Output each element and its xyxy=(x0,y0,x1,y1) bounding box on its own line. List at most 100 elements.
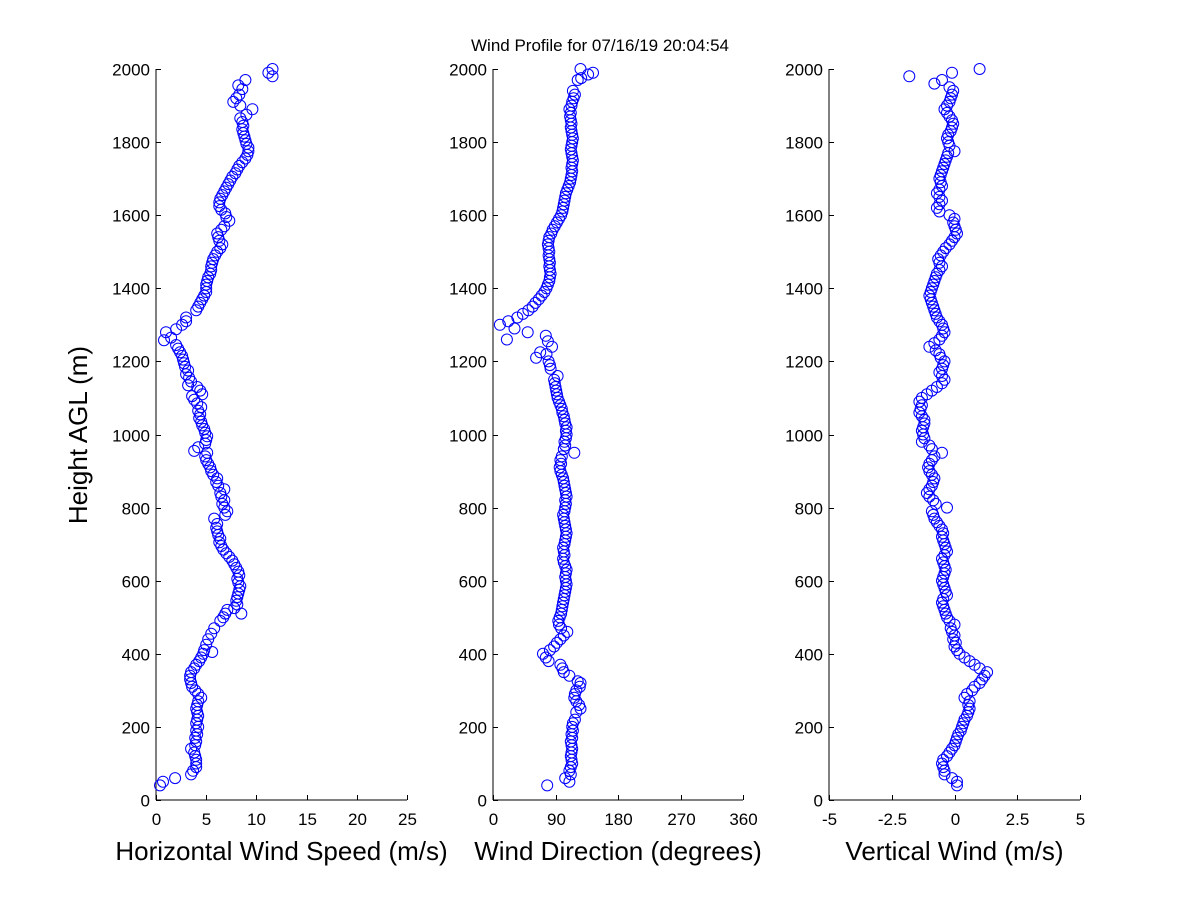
y-tick-label: 0 xyxy=(141,792,150,811)
data-point xyxy=(923,483,936,496)
x-tick-label: 25 xyxy=(398,810,417,829)
y-tick-label: 600 xyxy=(795,573,823,592)
y-tick-label: 1200 xyxy=(112,353,150,372)
data-point xyxy=(179,360,192,373)
data-point xyxy=(266,63,279,75)
data-point xyxy=(232,587,245,600)
data-point xyxy=(216,238,229,251)
data-point xyxy=(233,159,246,172)
data-point xyxy=(936,318,948,331)
data-point xyxy=(958,713,971,726)
data-point xyxy=(915,410,928,423)
data-point xyxy=(242,145,255,158)
data-point xyxy=(541,238,554,251)
data-point xyxy=(925,468,938,481)
data-point xyxy=(522,304,535,317)
data-point xyxy=(169,772,182,785)
data-point xyxy=(568,446,581,459)
data-point xyxy=(187,764,200,777)
y-tick-label: 1400 xyxy=(785,280,823,299)
data-point xyxy=(946,742,958,755)
data-point xyxy=(566,84,579,97)
data-point xyxy=(976,673,989,686)
data-point xyxy=(949,636,962,649)
y-tick-label: 2000 xyxy=(449,61,487,80)
data-point xyxy=(158,334,170,347)
data-point xyxy=(218,483,231,496)
data-point xyxy=(226,554,239,567)
data-point xyxy=(534,346,547,359)
data-point xyxy=(570,684,583,697)
data-point xyxy=(192,441,205,454)
data-point xyxy=(555,450,568,463)
data-point xyxy=(555,457,568,470)
data-point xyxy=(542,234,555,247)
y-tick-label: 2000 xyxy=(785,61,823,80)
x-axis-label: Vertical Wind (m/s) xyxy=(845,836,1063,866)
data-point xyxy=(948,231,961,244)
x-tick-label: 10 xyxy=(247,810,266,829)
data-point xyxy=(958,691,971,704)
data-point xyxy=(186,680,199,693)
data-point xyxy=(541,779,554,792)
data-point xyxy=(565,99,578,112)
data-point xyxy=(157,775,169,788)
y-tick-label: 600 xyxy=(122,573,150,592)
data-point xyxy=(929,497,942,510)
data-point xyxy=(939,242,952,255)
data-point xyxy=(558,479,571,492)
data-point xyxy=(246,103,259,116)
data-point xyxy=(219,207,232,220)
y-tick-label: 800 xyxy=(459,500,487,519)
data-point xyxy=(214,487,227,499)
data-point xyxy=(215,223,228,236)
data-point xyxy=(568,691,581,704)
data-point xyxy=(571,675,584,688)
data-point xyxy=(554,658,567,671)
data-point xyxy=(211,227,224,240)
data-point xyxy=(266,70,279,83)
data-point xyxy=(221,603,234,616)
data-point xyxy=(574,677,587,689)
data-point xyxy=(933,348,946,361)
data-point xyxy=(558,413,571,426)
data-point xyxy=(210,476,223,488)
data-point xyxy=(936,74,948,86)
data-point xyxy=(546,223,559,236)
data-point xyxy=(508,322,521,335)
data-point xyxy=(575,72,588,85)
data-point xyxy=(561,625,574,638)
data-point xyxy=(938,549,951,562)
data-point xyxy=(943,614,956,627)
data-point xyxy=(947,84,960,97)
data-point xyxy=(566,720,579,733)
data-point xyxy=(563,103,576,116)
data-point xyxy=(192,695,205,708)
data-point xyxy=(543,644,556,657)
data-point xyxy=(937,753,950,766)
data-point xyxy=(933,315,946,328)
y-tick-label: 1200 xyxy=(449,353,487,372)
data-point xyxy=(923,457,936,470)
data-point xyxy=(212,529,225,541)
data-point xyxy=(227,95,240,108)
x-tick-label: 270 xyxy=(667,810,695,829)
data-point xyxy=(192,709,205,722)
data-point xyxy=(230,92,243,105)
data-point xyxy=(548,640,561,653)
data-point xyxy=(201,446,214,459)
data-point xyxy=(220,547,233,560)
data-point xyxy=(936,523,948,536)
data-point xyxy=(542,655,555,668)
data-point xyxy=(170,323,183,336)
data-point xyxy=(238,130,251,143)
y-tick-label: 1800 xyxy=(785,134,823,153)
data-point xyxy=(544,362,557,375)
data-point xyxy=(936,194,948,207)
data-point xyxy=(240,137,253,150)
data-point xyxy=(938,103,951,116)
data-point xyxy=(930,201,943,214)
data-point xyxy=(189,684,202,697)
x-tick-label: 180 xyxy=(604,810,632,829)
data-point xyxy=(221,505,234,518)
